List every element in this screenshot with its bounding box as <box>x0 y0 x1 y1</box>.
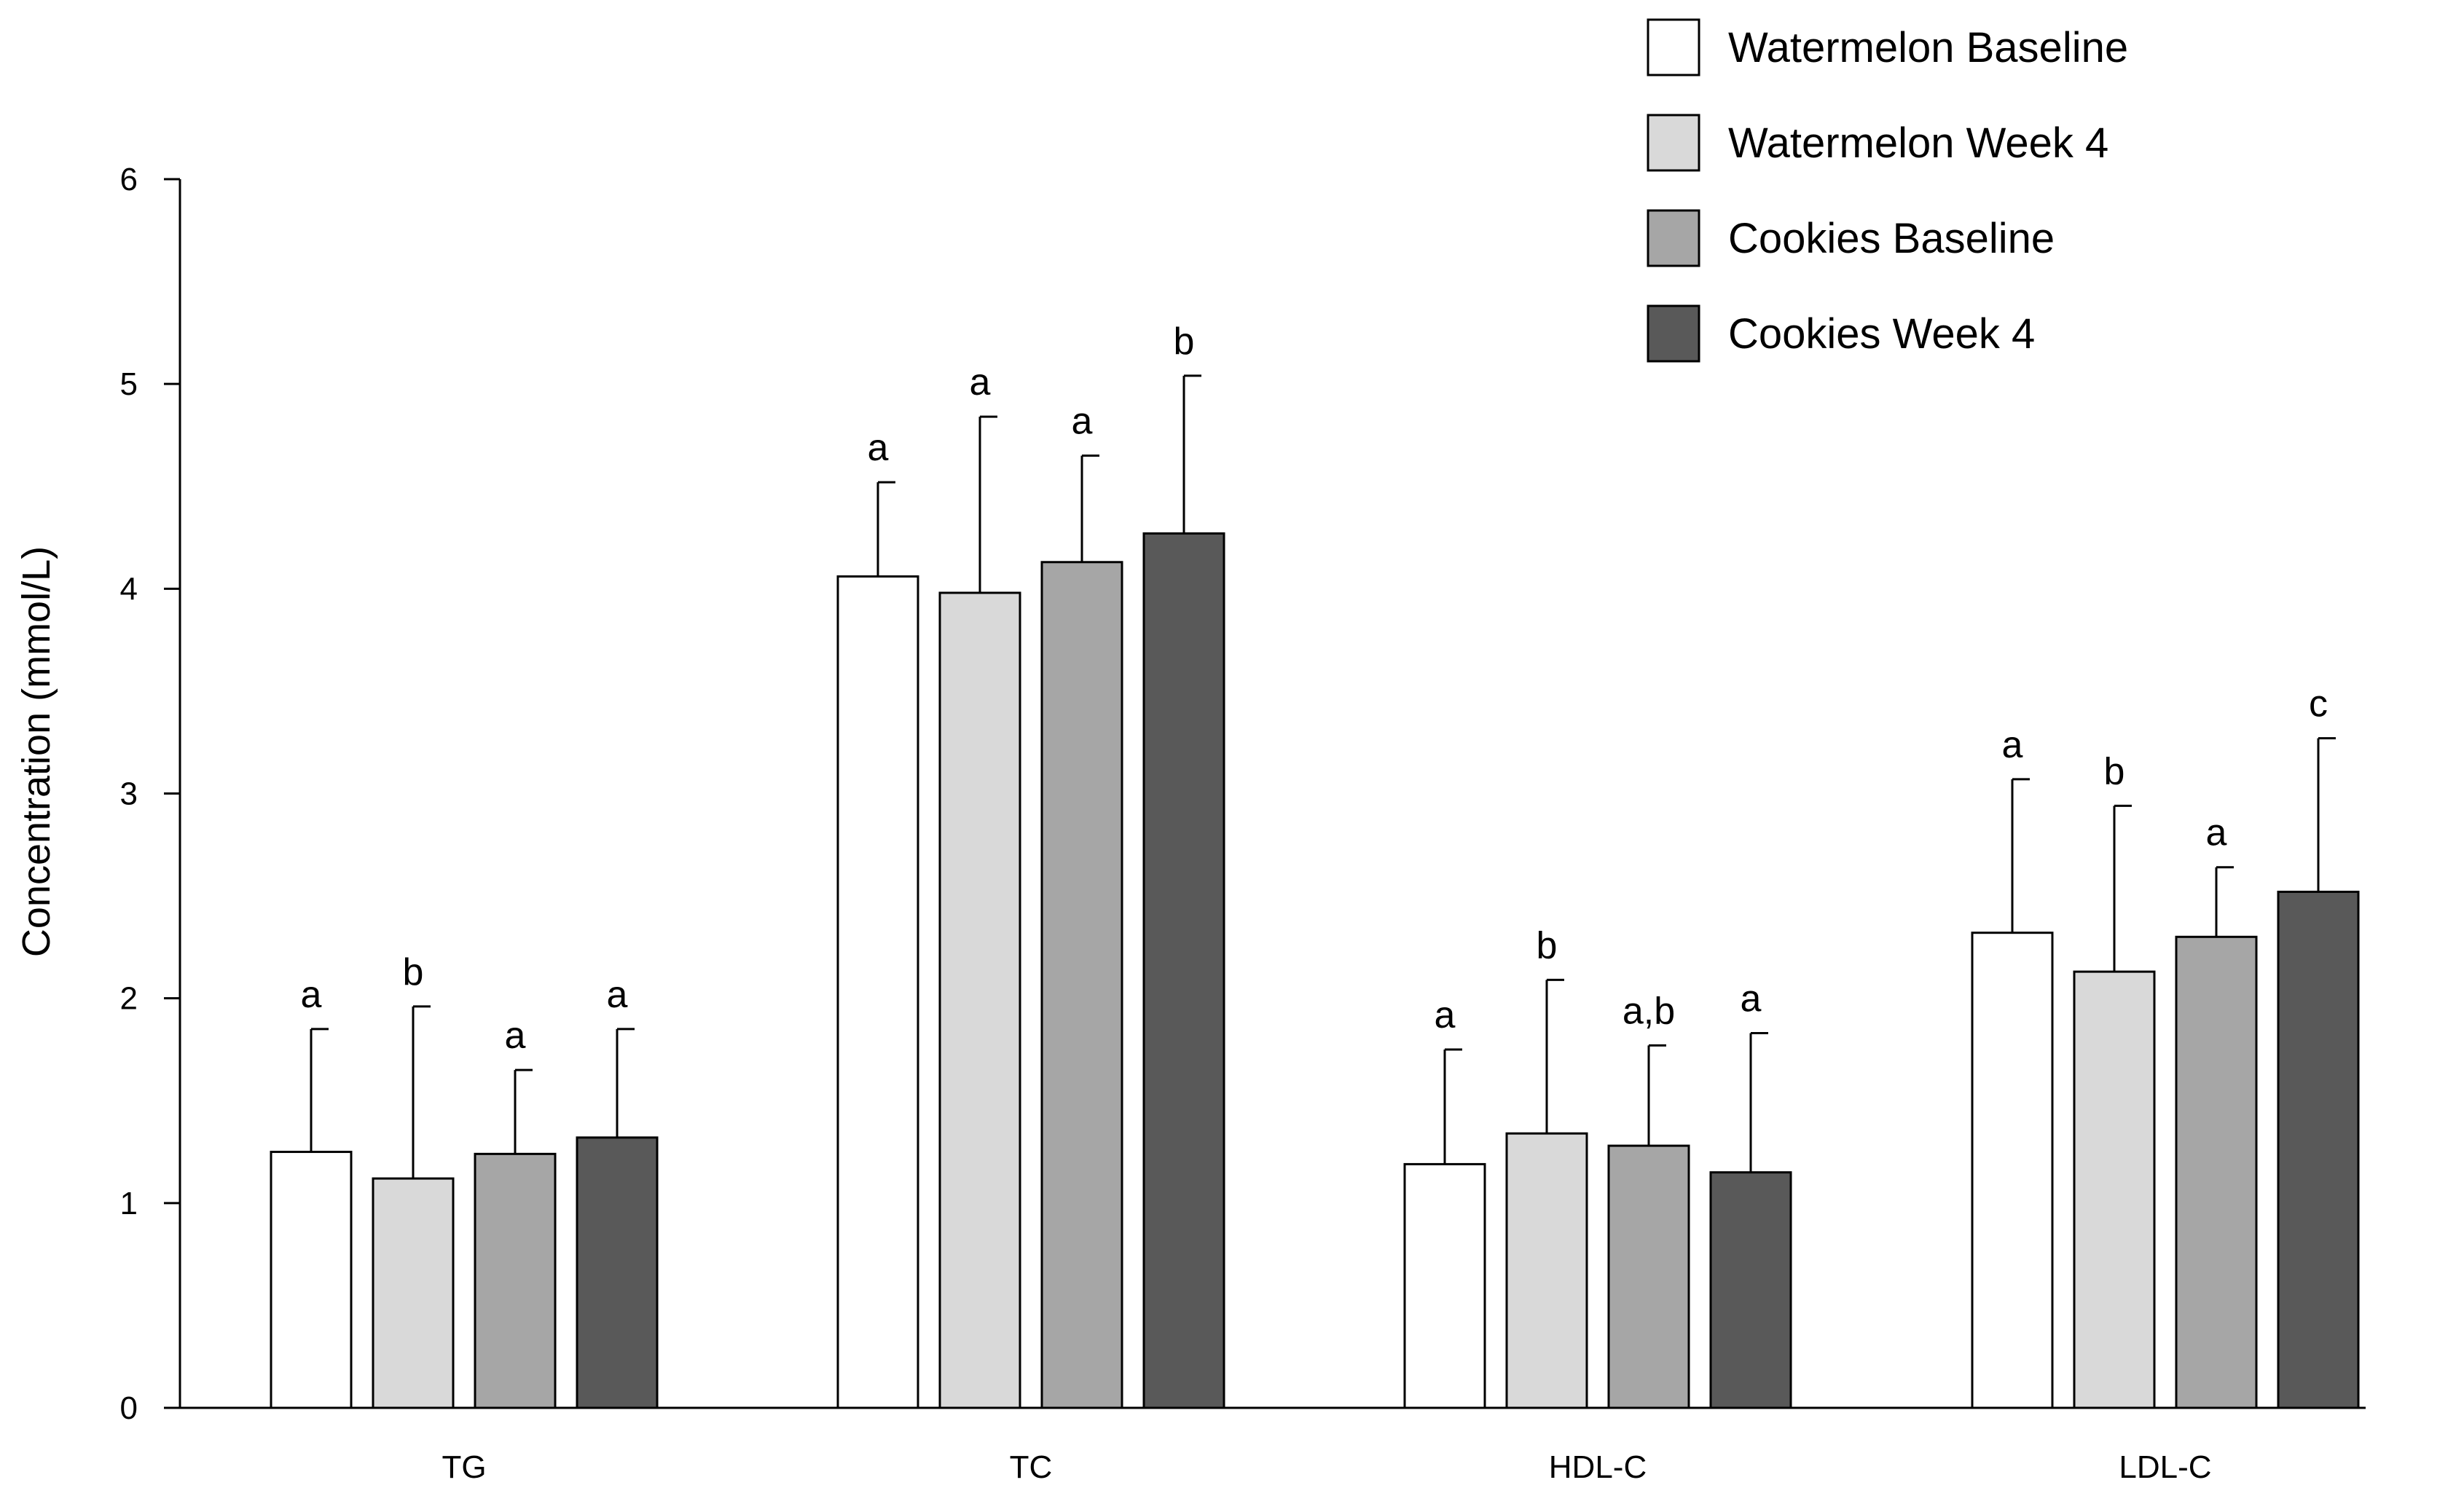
significance-label: a <box>1072 401 1093 443</box>
bar <box>576 1136 659 1409</box>
significance-label: c <box>2309 683 2328 725</box>
legend-swatch <box>1647 18 1700 76</box>
bar <box>938 591 1021 1409</box>
x-category-label: TG <box>442 1449 486 1485</box>
legend-swatch <box>1647 209 1700 267</box>
bar <box>836 575 919 1409</box>
y-tick-label: 1 <box>120 1186 138 1221</box>
significance-label: a <box>1741 977 1762 1020</box>
significance-label: b <box>1174 320 1195 363</box>
y-tick-label: 0 <box>120 1390 138 1426</box>
significance-label: a <box>607 974 628 1016</box>
significance-label: b <box>2104 750 2125 792</box>
significance-label: a <box>1435 994 1456 1036</box>
bar <box>1040 561 1123 1409</box>
bar <box>270 1151 353 1409</box>
bar <box>2277 890 2360 1409</box>
y-tick-label: 2 <box>120 981 138 1017</box>
y-tick-label: 5 <box>120 366 138 402</box>
legend-label: Watermelon Baseline <box>1728 24 2128 71</box>
legend-label: Watermelon Week 4 <box>1728 119 2108 167</box>
x-category-label: HDL-C <box>1549 1449 1647 1485</box>
significance-label: a <box>2206 812 2227 854</box>
bar <box>1607 1144 1690 1409</box>
significance-label: b <box>403 951 424 993</box>
legend: Watermelon Baseline Watermelon Week 4 Cook… <box>1647 18 2128 363</box>
y-tick-label: 4 <box>120 571 138 607</box>
plot-area: a a a a b a b b a a a,b a a b a c 0 1 2 3 4 5 6 TG TC HDL-C LDL-C <box>120 162 2366 1485</box>
significance-label: a <box>301 974 322 1016</box>
bar <box>2175 935 2258 1409</box>
bar <box>1709 1171 1792 1409</box>
bar <box>1505 1132 1588 1409</box>
bar <box>1142 532 1225 1409</box>
y-tick-label: 6 <box>120 162 138 197</box>
bar <box>1971 932 2054 1409</box>
bar <box>2073 970 2156 1409</box>
x-category-label: LDL-C <box>2119 1449 2211 1485</box>
legend-label: Cookies Week 4 <box>1728 310 2035 358</box>
bar <box>372 1177 455 1409</box>
significance-label: a <box>868 427 889 469</box>
significance-label: b <box>1537 924 1558 966</box>
significance-label: a,b <box>1623 990 1675 1032</box>
legend-swatch <box>1647 304 1700 363</box>
y-tick-label: 3 <box>120 776 138 812</box>
bar <box>1403 1162 1486 1409</box>
legend-label: Cookies Baseline <box>1728 215 2055 262</box>
x-category-label: TC <box>1010 1449 1053 1485</box>
y-axis-title: Concentration (mmol/L) <box>15 546 58 957</box>
bar <box>474 1152 557 1409</box>
significance-label: a <box>2002 724 2023 766</box>
significance-label: a <box>505 1015 526 1057</box>
legend-swatch <box>1647 114 1700 172</box>
significance-label: a <box>970 361 991 403</box>
